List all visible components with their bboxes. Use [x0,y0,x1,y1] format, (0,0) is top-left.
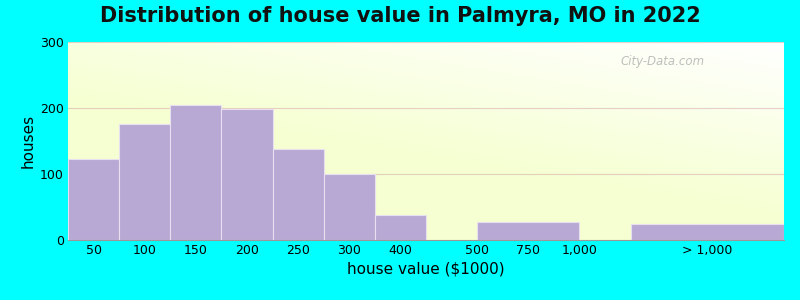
Bar [375,215,426,240]
Bar [119,124,170,240]
Bar [630,224,784,240]
Bar [68,160,119,240]
X-axis label: house value ($1000): house value ($1000) [347,261,505,276]
Y-axis label: houses: houses [21,114,36,168]
Bar [170,105,222,240]
Text: City-Data.com: City-Data.com [620,55,704,68]
Bar [273,149,324,240]
Text: Distribution of house value in Palmyra, MO in 2022: Distribution of house value in Palmyra, … [100,6,700,26]
Bar [222,109,273,240]
Bar [477,221,579,240]
Bar [324,174,375,240]
